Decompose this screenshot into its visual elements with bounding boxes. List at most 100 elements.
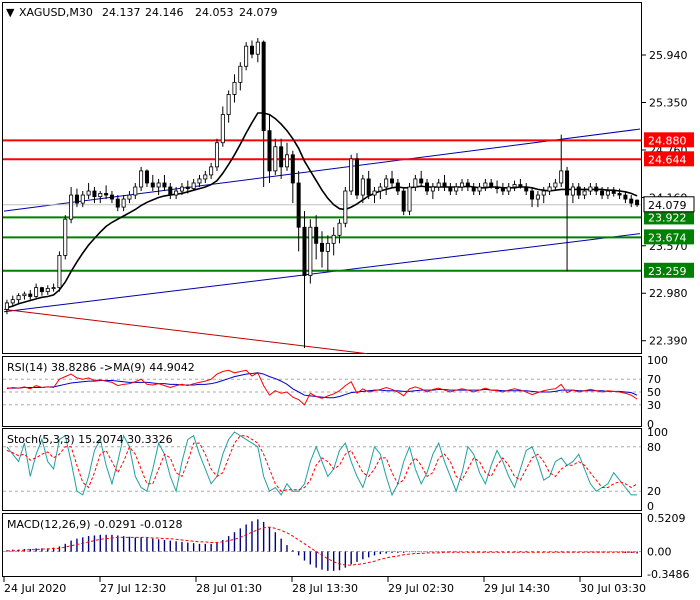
candle-body xyxy=(530,190,535,200)
candle-body xyxy=(69,194,74,220)
time-tick-label: 28 Jul 01:30 xyxy=(196,582,262,595)
candle-body xyxy=(104,193,109,196)
price-tick-label: 25.940 xyxy=(649,49,688,62)
candle xyxy=(442,174,447,192)
candle xyxy=(74,188,79,208)
symbol-label: XAGUSD,M30 xyxy=(19,6,93,19)
macd-panel xyxy=(3,519,641,571)
candle-body xyxy=(197,178,202,184)
level-price-label: 24.644 xyxy=(648,153,687,166)
candle-body xyxy=(302,226,307,276)
candle-body xyxy=(605,190,610,196)
candle xyxy=(174,187,179,200)
candle-body xyxy=(594,186,599,192)
candle-body xyxy=(279,146,284,168)
time-tick-label: 29 Jul 14:30 xyxy=(484,582,550,595)
candle xyxy=(518,178,523,189)
candle-body xyxy=(325,242,330,252)
candle xyxy=(390,170,395,187)
trend-line xyxy=(3,308,367,355)
candle-body xyxy=(460,182,465,188)
stoch-tick-label: 80 xyxy=(647,441,661,454)
rsi-tick-label: 50 xyxy=(647,386,661,399)
candle-body xyxy=(22,293,27,297)
candle-body xyxy=(582,190,587,196)
candle-body xyxy=(45,288,50,293)
level-price-label: 23.922 xyxy=(648,211,687,224)
candle-body xyxy=(483,182,488,188)
candle xyxy=(565,166,570,272)
candle-body xyxy=(39,287,44,293)
candle xyxy=(506,182,511,196)
candle xyxy=(617,188,622,200)
candle-body xyxy=(162,182,167,188)
candle xyxy=(483,178,488,192)
candle xyxy=(629,195,634,208)
candle xyxy=(261,40,266,187)
candle-body xyxy=(127,194,132,200)
candle-body xyxy=(290,154,295,184)
time-tick-label: 28 Jul 13:30 xyxy=(292,582,358,595)
candle-body xyxy=(232,81,237,95)
candle-body xyxy=(144,170,149,184)
candle xyxy=(331,227,336,256)
candle-body xyxy=(226,94,231,115)
candle-body xyxy=(80,194,85,204)
level-price-label: 23.674 xyxy=(648,231,687,244)
macd-tick-label: 0.5209 xyxy=(647,512,686,525)
price-panel xyxy=(3,38,641,355)
candle xyxy=(22,291,27,300)
candle-body xyxy=(623,194,628,200)
candle-body xyxy=(57,255,62,289)
candle-body xyxy=(185,186,190,190)
candle-body xyxy=(419,178,424,184)
candle xyxy=(605,187,610,200)
candle xyxy=(16,293,21,304)
candle-body xyxy=(74,194,79,204)
candle-body xyxy=(436,182,441,188)
stoch-panel-frame xyxy=(2,428,642,511)
candle-body xyxy=(349,158,354,192)
candle-body xyxy=(296,182,301,228)
rsi-tick-label: 70 xyxy=(647,373,661,386)
candle xyxy=(39,286,44,296)
candle-body xyxy=(150,182,155,188)
collapse-arrow-icon[interactable]: ▼ xyxy=(6,6,15,19)
level-price-tag xyxy=(644,132,694,148)
candle xyxy=(448,182,453,196)
stoch-label: Stoch(5,3,3) 15.2074 30.3326 xyxy=(7,433,173,446)
candle xyxy=(185,180,190,194)
candle-body xyxy=(214,142,219,168)
candle xyxy=(401,187,406,216)
candle-body xyxy=(471,186,476,192)
candle-body xyxy=(500,188,505,192)
candle xyxy=(635,199,640,207)
candle-body xyxy=(588,186,593,192)
candle xyxy=(284,142,289,171)
candle-body xyxy=(465,182,470,188)
ohlc-close: 24.079 xyxy=(239,6,278,19)
candle-body xyxy=(115,198,120,208)
macd-signal-line xyxy=(6,526,638,566)
time-tick-label: 24 Jul 2020 xyxy=(4,582,66,595)
candle xyxy=(249,40,254,59)
candle xyxy=(477,182,482,196)
candle-body xyxy=(477,186,482,192)
candle xyxy=(179,182,184,196)
level-price-tag xyxy=(644,262,694,278)
candle xyxy=(465,178,470,192)
candle xyxy=(273,138,278,175)
candle-body xyxy=(238,65,243,83)
candle-body xyxy=(360,178,365,196)
candle-body xyxy=(244,45,249,67)
candle-body xyxy=(524,186,529,192)
candle-body xyxy=(600,190,605,196)
candle-body xyxy=(139,170,144,188)
candle xyxy=(349,154,354,196)
candle-body xyxy=(390,178,395,184)
candle-body xyxy=(261,41,266,132)
candle-body xyxy=(547,186,552,192)
price-tick-label: 22.980 xyxy=(649,287,688,300)
candle xyxy=(4,299,9,315)
